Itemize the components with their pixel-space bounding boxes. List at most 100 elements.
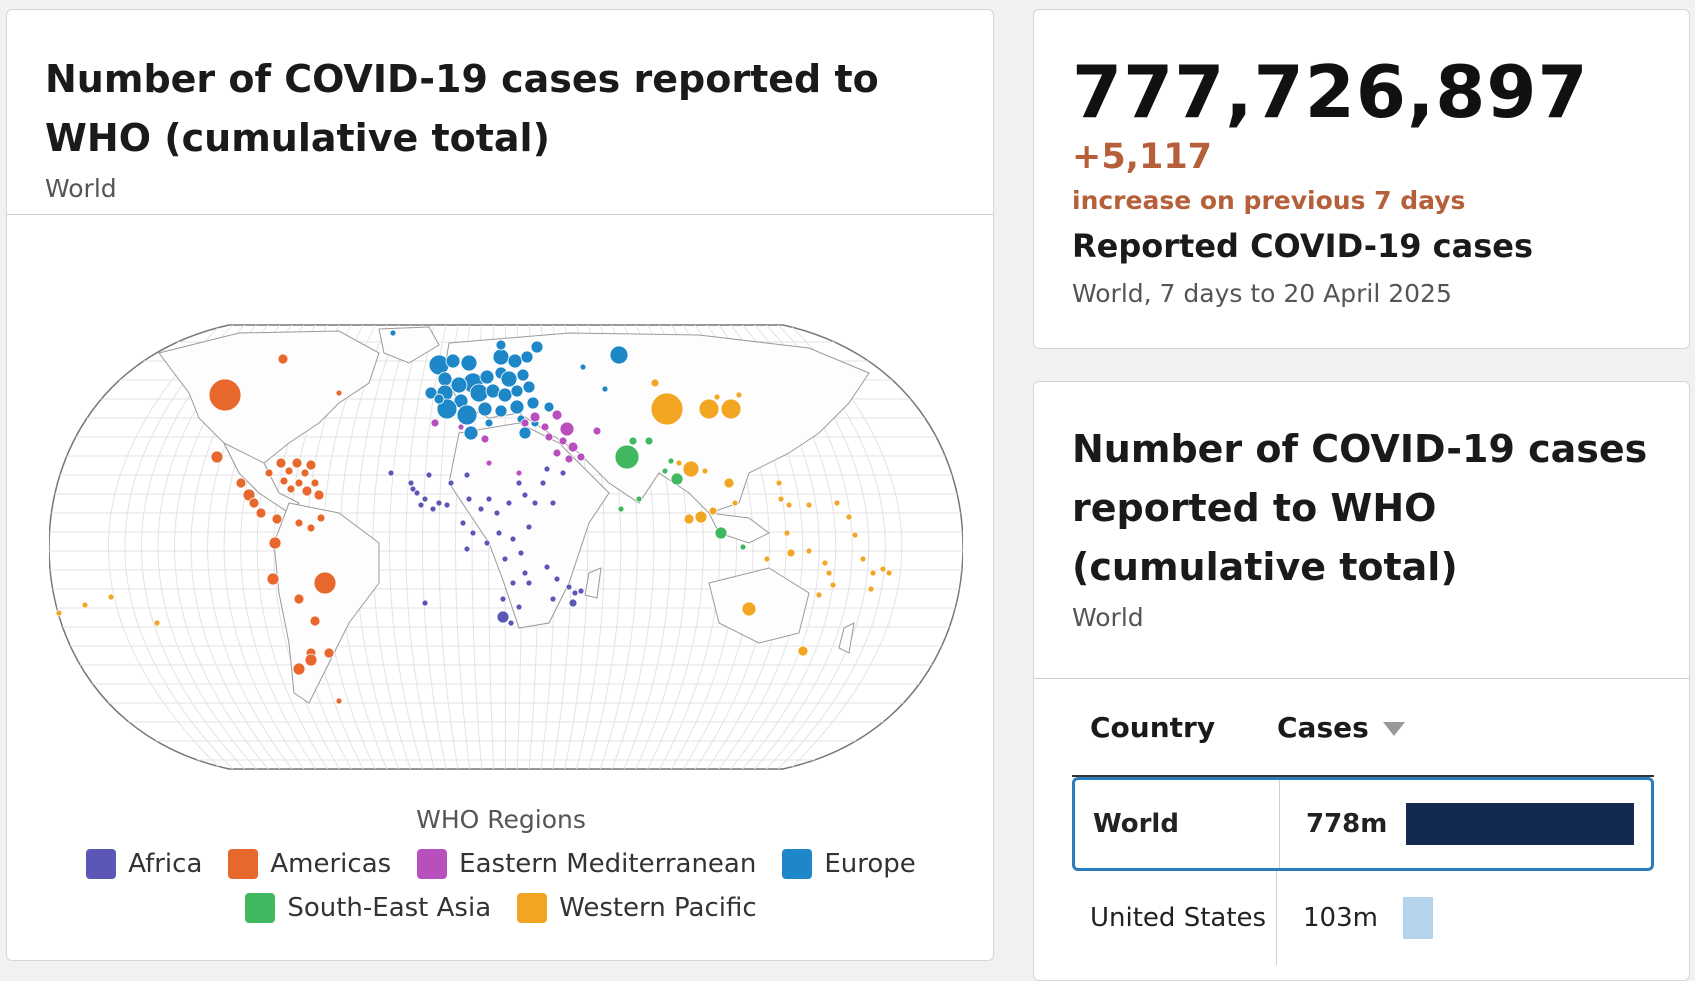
case-bubble[interactable] — [541, 423, 549, 431]
case-bubble[interactable] — [550, 596, 556, 602]
case-bubble[interactable] — [566, 584, 572, 590]
legend-item-europe[interactable]: Europe — [782, 849, 915, 879]
case-bubble[interactable] — [256, 508, 266, 518]
case-bubble[interactable] — [516, 470, 522, 476]
case-bubble[interactable] — [294, 594, 304, 604]
sort-descending-icon[interactable] — [1383, 722, 1405, 736]
case-bubble[interactable] — [776, 480, 782, 486]
case-bubble[interactable] — [460, 520, 466, 526]
case-bubble[interactable] — [602, 386, 608, 392]
legend-item-americas[interactable]: Americas — [228, 849, 391, 879]
case-bubble[interactable] — [530, 412, 540, 422]
case-bubble[interactable] — [422, 496, 428, 502]
case-bubble[interactable] — [498, 388, 512, 402]
case-bubble[interactable] — [307, 524, 315, 532]
case-bubble[interactable] — [684, 514, 694, 524]
case-bubble[interactable] — [426, 472, 432, 478]
case-bubble[interactable] — [293, 663, 305, 675]
case-bubble[interactable] — [495, 405, 507, 417]
case-bubble[interactable] — [636, 496, 642, 502]
case-bubble[interactable] — [517, 369, 529, 381]
case-bubble[interactable] — [265, 469, 273, 477]
case-bubble[interactable] — [336, 390, 342, 396]
case-bubble[interactable] — [572, 590, 578, 596]
case-bubble[interactable] — [108, 594, 114, 600]
case-bubble[interactable] — [438, 372, 452, 386]
case-bubble[interactable] — [431, 419, 439, 427]
case-bubble[interactable] — [615, 445, 639, 469]
case-bubble[interactable] — [418, 502, 424, 508]
case-bubble[interactable] — [544, 402, 554, 412]
case-bubble[interactable] — [740, 544, 746, 550]
case-bubble[interactable] — [508, 354, 522, 368]
case-bubble[interactable] — [324, 648, 334, 658]
case-bubble[interactable] — [721, 399, 741, 419]
case-bubble[interactable] — [695, 511, 707, 523]
case-bubble[interactable] — [280, 477, 288, 485]
case-bubble[interactable] — [886, 570, 892, 576]
case-bubble[interactable] — [786, 502, 792, 508]
case-bubble[interactable] — [526, 524, 532, 530]
case-bubble[interactable] — [267, 573, 279, 585]
case-bubble[interactable] — [714, 394, 720, 400]
case-bubble[interactable] — [458, 424, 464, 430]
case-bubble[interactable] — [522, 570, 528, 576]
case-bubble[interactable] — [516, 604, 522, 610]
case-bubble[interactable] — [784, 530, 790, 536]
case-bubble[interactable] — [295, 479, 303, 487]
case-bubble[interactable] — [532, 500, 538, 506]
case-bubble[interactable] — [336, 698, 342, 704]
case-bubble[interactable] — [478, 402, 492, 416]
case-bubble[interactable] — [593, 427, 601, 435]
case-bubble[interactable] — [860, 556, 866, 562]
case-bubble[interactable] — [526, 580, 532, 586]
case-bubble[interactable] — [311, 479, 319, 487]
case-bubble[interactable] — [724, 478, 734, 488]
case-bubble[interactable] — [798, 646, 808, 656]
case-bubble[interactable] — [569, 599, 577, 607]
case-bubble[interactable] — [577, 453, 585, 461]
case-bubble[interactable] — [715, 527, 727, 539]
column-header-cases[interactable]: Cases — [1277, 711, 1405, 744]
case-bubble[interactable] — [464, 472, 470, 478]
case-bubble[interactable] — [834, 500, 840, 506]
case-bubble[interactable] — [521, 351, 533, 363]
case-bubble[interactable] — [709, 507, 717, 515]
case-bubble[interactable] — [699, 399, 719, 419]
case-bubble[interactable] — [508, 620, 514, 626]
case-bubble[interactable] — [787, 549, 795, 557]
case-bubble[interactable] — [852, 532, 858, 538]
case-bubble[interactable] — [451, 377, 467, 393]
case-bubble[interactable] — [390, 330, 396, 336]
case-bubble[interactable] — [518, 550, 524, 556]
case-bubble[interactable] — [553, 449, 561, 457]
case-bubble[interactable] — [527, 397, 539, 409]
case-bubble[interactable] — [461, 355, 477, 371]
case-bubble[interactable] — [154, 620, 160, 626]
case-bubble[interactable] — [816, 592, 822, 598]
case-bubble[interactable] — [522, 492, 528, 498]
legend-item-western-pacific[interactable]: Western Pacific — [517, 893, 757, 923]
case-bubble[interactable] — [846, 514, 852, 520]
case-bubble[interactable] — [565, 455, 573, 463]
case-bubble[interactable] — [301, 469, 309, 477]
case-bubble[interactable] — [497, 611, 509, 623]
case-bubble[interactable] — [486, 496, 492, 502]
case-bubble[interactable] — [531, 341, 543, 353]
case-bubble[interactable] — [470, 384, 488, 402]
case-bubble[interactable] — [82, 602, 88, 608]
case-bubble[interactable] — [457, 405, 477, 425]
case-bubble[interactable] — [511, 385, 523, 397]
case-bubble[interactable] — [502, 556, 508, 562]
column-header-country[interactable]: Country — [1072, 711, 1277, 744]
case-bubble[interactable] — [668, 458, 674, 464]
case-bubble[interactable] — [496, 340, 506, 350]
case-bubble[interactable] — [56, 610, 62, 616]
world-map[interactable] — [49, 323, 963, 771]
case-bubble[interactable] — [314, 572, 336, 594]
case-bubble[interactable] — [317, 514, 325, 522]
case-bubble[interactable] — [310, 616, 320, 626]
case-bubble[interactable] — [501, 371, 517, 387]
case-bubble[interactable] — [510, 580, 516, 586]
case-bubble[interactable] — [610, 346, 628, 364]
